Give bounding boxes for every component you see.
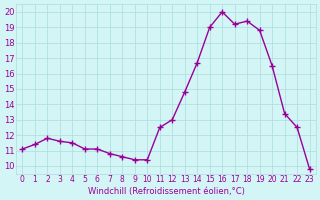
X-axis label: Windchill (Refroidissement éolien,°C): Windchill (Refroidissement éolien,°C) — [88, 187, 244, 196]
